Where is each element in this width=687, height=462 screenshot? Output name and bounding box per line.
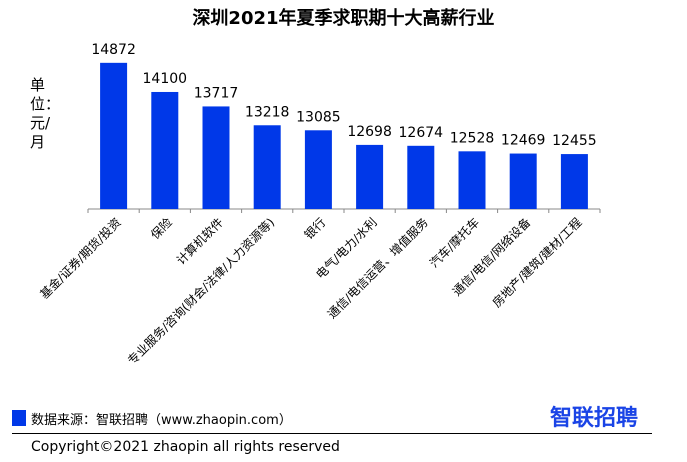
data-label: 13218 [245,104,290,120]
data-label: 13085 [296,109,341,125]
bar [560,154,588,209]
data-label: 12698 [347,124,392,140]
bar [356,144,384,209]
bar [458,151,486,209]
data-label: 12528 [450,130,495,146]
legend-square [12,410,26,426]
data-label: 13717 [194,85,239,101]
bar [202,106,230,209]
data-label: 12469 [501,133,546,149]
zhaopin-logo: 智联招聘 [550,406,639,431]
category-label: 房地产/建筑/建材/工程 [489,215,585,311]
category-label: 通信/电信运营、增值服务 [324,215,431,322]
divider [12,433,652,434]
data-label: 14872 [91,42,136,58]
bar [100,62,128,209]
bar [304,130,332,209]
bar [509,153,537,209]
bar [151,91,179,209]
bar-chart: 14872基金/证券/期货/投资14100保险13717计算机软件13218专业… [37,42,601,368]
category-label: 计算机软件 [173,215,226,268]
category-label: 保险 [147,215,175,243]
data-label: 12674 [399,125,444,141]
data-label: 14100 [143,71,188,87]
bar [407,145,435,209]
category-label: 基金/证券/期货/投资 [37,215,124,302]
bar [253,125,281,209]
category-label: 银行 [302,215,329,242]
chart-title: 深圳2021年夏季求职期十大高薪行业 [192,8,495,29]
data-source: 数据来源：智联招聘（www.zhaopin.com） [31,413,292,428]
data-label: 12455 [552,133,597,149]
copyright: Copyright©2021 zhaopin all rights reserv… [31,439,340,455]
category-label: 汽车/摩托车 [426,215,482,271]
